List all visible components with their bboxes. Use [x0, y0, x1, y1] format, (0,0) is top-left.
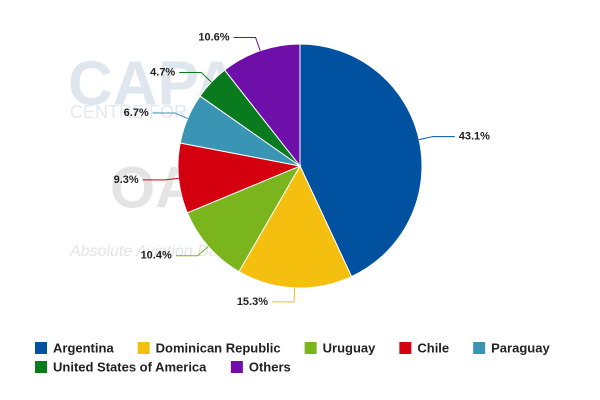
legend-swatch	[399, 342, 412, 354]
legend-label: Argentina	[53, 340, 114, 355]
leader-line	[175, 246, 209, 257]
legend-label: Paraguay	[491, 340, 550, 355]
pie-slice	[186, 164, 302, 273]
legend-swatch	[35, 342, 47, 354]
leader-line	[233, 36, 261, 51]
pie-slice	[223, 43, 301, 168]
data-label: 4.7%	[150, 66, 175, 78]
leader-line	[179, 72, 212, 83]
leader-line	[152, 112, 188, 119]
legend-label: Chile	[417, 340, 449, 355]
legend-swatch	[230, 361, 243, 373]
data-label: 9.3%	[114, 174, 139, 186]
leader-line	[419, 136, 455, 141]
legend-swatch	[304, 342, 317, 354]
legend-swatch	[473, 342, 486, 354]
legend-swatch	[35, 361, 47, 373]
legend-label: Others	[249, 359, 291, 374]
data-label: 15.3%	[237, 296, 268, 308]
legend-label: Dominican Republic	[156, 340, 281, 355]
leader-line	[272, 287, 296, 303]
data-label: 10.4%	[141, 250, 172, 262]
legend-label: Uruguay	[323, 340, 377, 355]
data-label: 6.7%	[124, 107, 149, 119]
data-label: 43.1%	[459, 130, 490, 142]
pie-slice	[238, 164, 353, 289]
data-label: 10.6%	[198, 31, 229, 43]
legend-swatch	[137, 342, 150, 354]
legend-label: United States of America	[53, 359, 207, 374]
leader-line	[142, 177, 179, 181]
